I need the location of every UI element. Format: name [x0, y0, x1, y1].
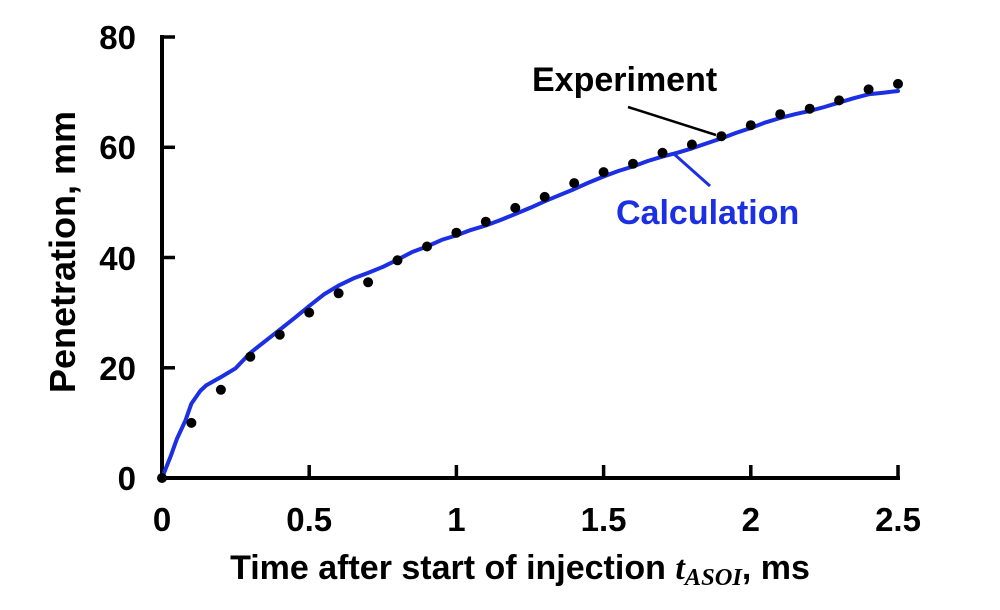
experiment-dot — [245, 351, 256, 362]
experiment-dot — [716, 131, 727, 142]
experiment-dot — [539, 191, 550, 202]
x-axis-title-symbol: t — [675, 550, 685, 587]
experiment-dot — [215, 384, 226, 395]
experiment-dot — [333, 288, 344, 299]
experiment-dot — [745, 120, 756, 131]
x-axis-title-units: , ms — [741, 549, 810, 587]
experiment-dot — [686, 139, 697, 150]
y-tick-label: 40 — [99, 239, 136, 277]
x-axis-title: Time after start of injection tASOI, ms — [110, 549, 930, 592]
experiment-dot — [422, 241, 432, 252]
x-tick-label: 2.5 — [875, 501, 921, 538]
experiment-dot — [363, 277, 374, 288]
experiment-dot — [274, 329, 285, 340]
calculation-series-label: Calculation — [616, 194, 800, 232]
experiment-dot — [863, 84, 874, 95]
x-tick-label: 1 — [447, 501, 466, 538]
experiment-dot — [893, 78, 903, 89]
experiment-dot — [598, 167, 609, 178]
x-axis-title-subscript: ASOI — [684, 564, 742, 592]
x-tick-label: 0 — [152, 501, 172, 538]
x-tick-label: 2 — [741, 501, 760, 538]
experiment-dot — [834, 95, 845, 106]
y-tick-label: 60 — [99, 129, 136, 167]
y-tick-label: 80 — [99, 19, 136, 56]
x-axis-title-text: Time after start of injection — [230, 549, 676, 587]
experiment-dot — [186, 417, 197, 428]
experiment-dot — [157, 473, 167, 483]
experiment-dot — [628, 158, 638, 169]
experiment-dot — [804, 103, 815, 114]
y-tick-label: 20 — [99, 349, 136, 387]
x-tick-label: 0.5 — [286, 501, 333, 538]
y-tick-label: 0 — [117, 460, 136, 497]
y-axis-title: Penetration, mm — [42, 110, 83, 394]
x-tick-label: 1.5 — [580, 501, 627, 538]
experiment-dot — [392, 255, 403, 266]
calculation-line — [160, 89, 900, 480]
experiment-dot — [775, 109, 786, 120]
experiment-dot — [480, 216, 491, 227]
experiment-series-label: Experiment — [532, 61, 718, 99]
experiment-pointer-line — [627, 105, 717, 137]
axes — [160, 35, 900, 480]
experiment-dot — [451, 227, 462, 238]
experiment-dot — [657, 147, 668, 158]
experiment-dot — [304, 307, 315, 318]
calculation-pointer-line — [673, 152, 711, 188]
experiment-dot — [569, 178, 580, 189]
experiment-dot — [510, 202, 521, 213]
